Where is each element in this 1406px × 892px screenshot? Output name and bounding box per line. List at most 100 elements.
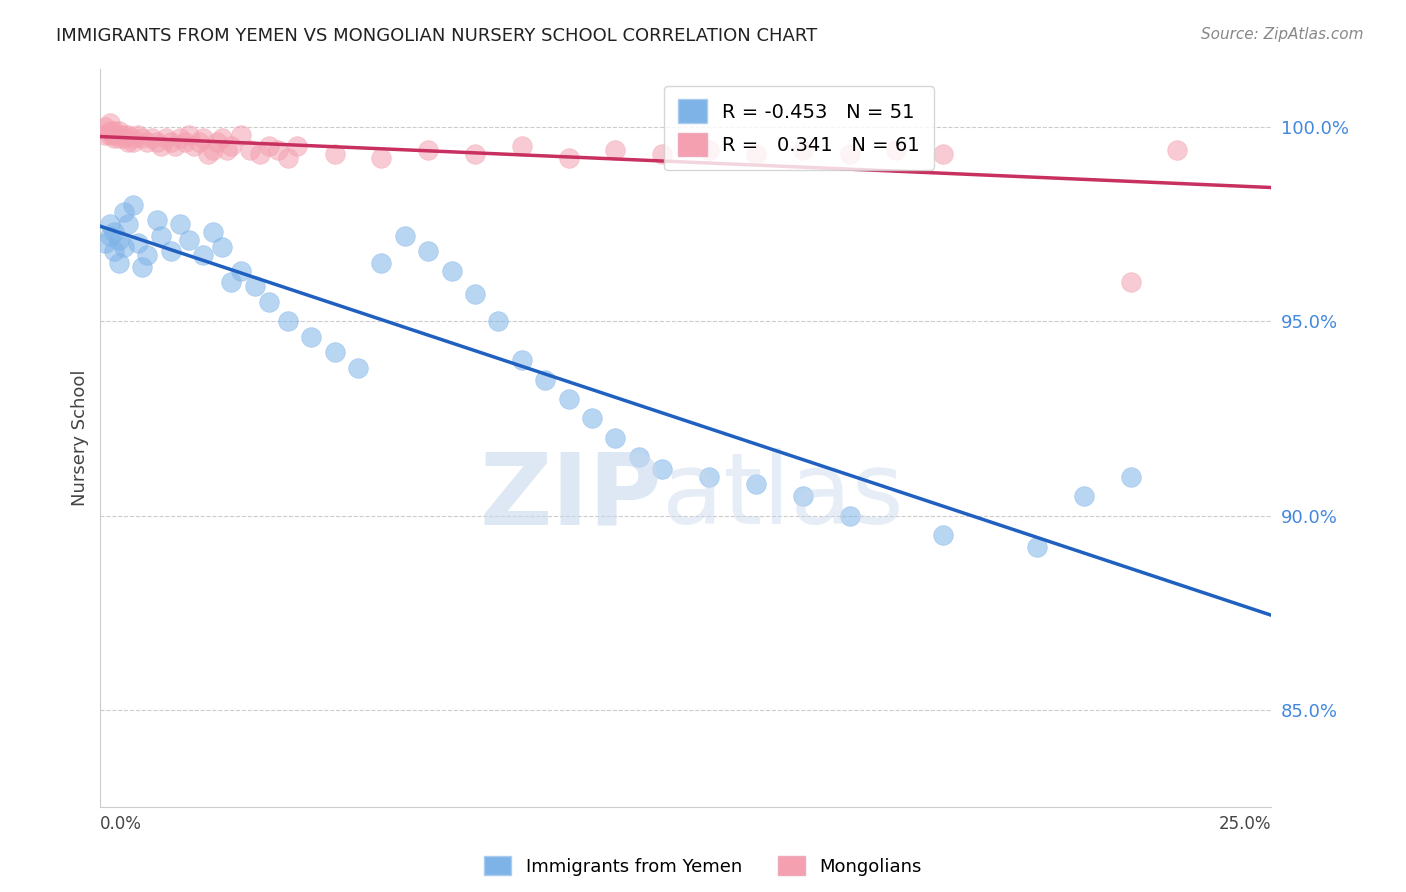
Point xyxy=(697,143,720,157)
Point xyxy=(215,143,238,157)
Point xyxy=(103,124,125,138)
Point xyxy=(510,139,533,153)
Text: 25.0%: 25.0% xyxy=(1219,815,1271,833)
Point xyxy=(370,151,392,165)
Point xyxy=(122,136,145,150)
Point xyxy=(394,228,416,243)
Point xyxy=(103,244,125,259)
Point xyxy=(117,128,139,142)
Point xyxy=(697,469,720,483)
Point xyxy=(197,147,219,161)
Text: IMMIGRANTS FROM YEMEN VS MONGOLIAN NURSERY SCHOOL CORRELATION CHART: IMMIGRANTS FROM YEMEN VS MONGOLIAN NURSE… xyxy=(56,27,817,45)
Text: 0.0%: 0.0% xyxy=(100,815,142,833)
Point xyxy=(557,151,579,165)
Point xyxy=(108,124,131,138)
Point xyxy=(277,314,299,328)
Point xyxy=(112,128,135,142)
Point xyxy=(108,128,131,142)
Point xyxy=(627,450,650,465)
Point xyxy=(838,147,860,161)
Point xyxy=(792,143,814,157)
Point xyxy=(145,136,167,150)
Point xyxy=(159,244,181,259)
Point xyxy=(211,240,233,254)
Point xyxy=(112,240,135,254)
Point xyxy=(1073,489,1095,503)
Point xyxy=(155,131,177,145)
Point xyxy=(201,143,224,157)
Point xyxy=(169,131,191,145)
Point xyxy=(108,233,131,247)
Point xyxy=(267,143,290,157)
Point xyxy=(932,528,955,542)
Point xyxy=(108,131,131,145)
Point xyxy=(103,128,125,142)
Point xyxy=(179,233,201,247)
Point xyxy=(94,236,117,251)
Point xyxy=(257,139,280,153)
Point xyxy=(211,131,233,145)
Point xyxy=(323,345,346,359)
Point xyxy=(221,276,243,290)
Point xyxy=(131,260,153,274)
Point xyxy=(108,256,131,270)
Text: Source: ZipAtlas.com: Source: ZipAtlas.com xyxy=(1201,27,1364,42)
Point xyxy=(207,136,229,150)
Y-axis label: Nursery School: Nursery School xyxy=(72,369,89,506)
Point xyxy=(98,228,121,243)
Point xyxy=(932,147,955,161)
Point xyxy=(150,139,173,153)
Point xyxy=(605,143,627,157)
Legend: R = -0.453   N = 51, R =   0.341   N = 61: R = -0.453 N = 51, R = 0.341 N = 61 xyxy=(664,86,934,170)
Point xyxy=(486,314,509,328)
Point xyxy=(117,136,139,150)
Point xyxy=(418,244,440,259)
Point xyxy=(159,136,181,150)
Point xyxy=(98,217,121,231)
Point xyxy=(94,128,117,142)
Point xyxy=(277,151,299,165)
Point xyxy=(173,136,195,150)
Point xyxy=(98,128,121,142)
Point xyxy=(169,217,191,231)
Point xyxy=(440,263,463,277)
Point xyxy=(136,248,159,262)
Text: atlas: atlas xyxy=(662,449,904,545)
Point xyxy=(1166,143,1188,157)
Point xyxy=(257,294,280,309)
Point xyxy=(510,353,533,368)
Point xyxy=(165,139,187,153)
Point xyxy=(122,131,145,145)
Point xyxy=(183,139,205,153)
Point xyxy=(1119,276,1142,290)
Point xyxy=(464,287,486,301)
Point xyxy=(229,128,252,142)
Point xyxy=(299,330,322,344)
Point xyxy=(98,116,121,130)
Point xyxy=(179,128,201,142)
Point xyxy=(103,225,125,239)
Point xyxy=(229,263,252,277)
Legend: Immigrants from Yemen, Mongolians: Immigrants from Yemen, Mongolians xyxy=(477,849,929,883)
Point xyxy=(745,477,768,491)
Point xyxy=(122,197,145,211)
Point xyxy=(201,225,224,239)
Point xyxy=(131,131,153,145)
Point xyxy=(605,431,627,445)
Point xyxy=(127,236,149,251)
Point xyxy=(103,131,125,145)
Point xyxy=(112,205,135,219)
Point xyxy=(745,147,768,161)
Point xyxy=(1026,540,1049,554)
Point xyxy=(557,392,579,406)
Point xyxy=(1119,469,1142,483)
Point xyxy=(127,128,149,142)
Point xyxy=(193,248,215,262)
Point xyxy=(239,143,262,157)
Point xyxy=(249,147,271,161)
Point xyxy=(112,131,135,145)
Point xyxy=(136,136,159,150)
Point xyxy=(243,279,266,293)
Point xyxy=(838,508,860,523)
Point xyxy=(651,462,673,476)
